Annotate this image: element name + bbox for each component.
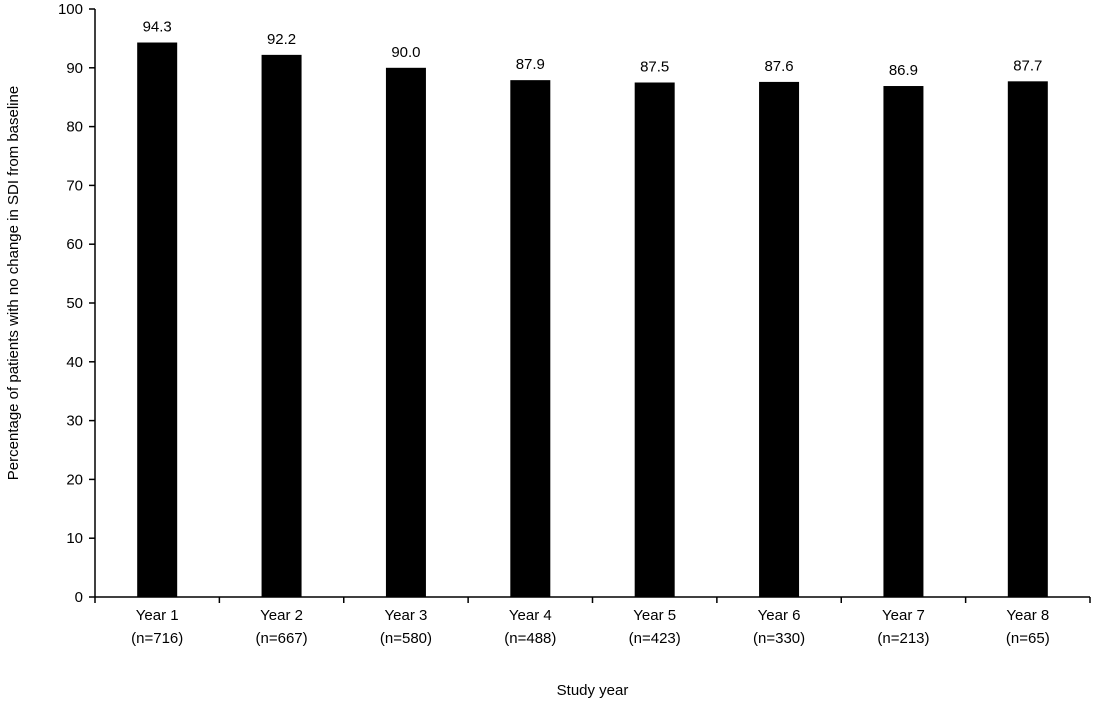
y-tick-label: 30 — [66, 413, 83, 430]
x-tick-sublabel: (n=488) — [504, 630, 556, 647]
x-tick-label: Year 1 — [136, 607, 179, 624]
bar — [883, 86, 924, 597]
bar — [510, 80, 551, 597]
bar — [137, 42, 178, 598]
data-label: 90.0 — [391, 44, 420, 61]
bar — [1007, 81, 1048, 598]
data-label: 87.6 — [764, 58, 793, 75]
y-axis: 0 10 20 30 40 50 60 70 80 90 100 — [58, 1, 96, 606]
x-tick-label: Year 4 — [509, 607, 552, 624]
x-tick-sublabel: (n=580) — [380, 630, 432, 647]
y-tick-label: 90 — [66, 60, 83, 77]
bar — [634, 82, 675, 597]
bar — [385, 67, 426, 598]
x-tick-sublabel: (n=65) — [1006, 630, 1050, 647]
x-tick-label: Year 3 — [385, 607, 428, 624]
y-tick-label: 40 — [66, 354, 83, 371]
value-labels: 94.3 92.2 90.0 87.9 87.5 87.6 86.9 87.7 — [143, 19, 1043, 80]
data-label: 94.3 — [143, 19, 172, 36]
x-tick-label: Year 7 — [882, 607, 925, 624]
y-tick-label: 100 — [58, 1, 83, 18]
y-tick-label: 0 — [75, 589, 83, 606]
x-axis-title: Study year — [557, 682, 629, 699]
data-label: 87.9 — [516, 56, 545, 73]
x-tick-label: Year 8 — [1006, 607, 1049, 624]
y-tick-label: 70 — [66, 177, 83, 194]
x-axis: Year 1 (n=716) Year 2 (n=667) Year 3 (n=580) Y… — [94, 596, 1091, 647]
bar — [759, 81, 800, 598]
x-tick-sublabel: (n=667) — [256, 630, 308, 647]
y-tick-label: 20 — [66, 471, 83, 488]
y-tick-label: 50 — [66, 295, 83, 312]
data-label: 87.7 — [1013, 57, 1042, 74]
bar — [261, 54, 302, 597]
x-tick-sublabel: (n=330) — [753, 630, 805, 647]
x-tick-sublabel: (n=423) — [629, 630, 681, 647]
bars — [137, 42, 1048, 598]
y-tick-label: 10 — [66, 530, 83, 547]
x-tick-label: Year 2 — [260, 607, 303, 624]
y-axis-title: Percentage of patients with no change in… — [5, 86, 22, 480]
x-tick-sublabel: (n=213) — [877, 630, 929, 647]
x-tick-sublabel: (n=716) — [131, 630, 183, 647]
data-label: 92.2 — [267, 31, 296, 48]
y-tick-label: 60 — [66, 236, 83, 253]
data-label: 86.9 — [889, 62, 918, 79]
x-tick-label: Year 5 — [633, 607, 676, 624]
data-label: 87.5 — [640, 59, 669, 76]
x-tick-label: Year 6 — [758, 607, 801, 624]
y-tick-label: 80 — [66, 119, 83, 136]
